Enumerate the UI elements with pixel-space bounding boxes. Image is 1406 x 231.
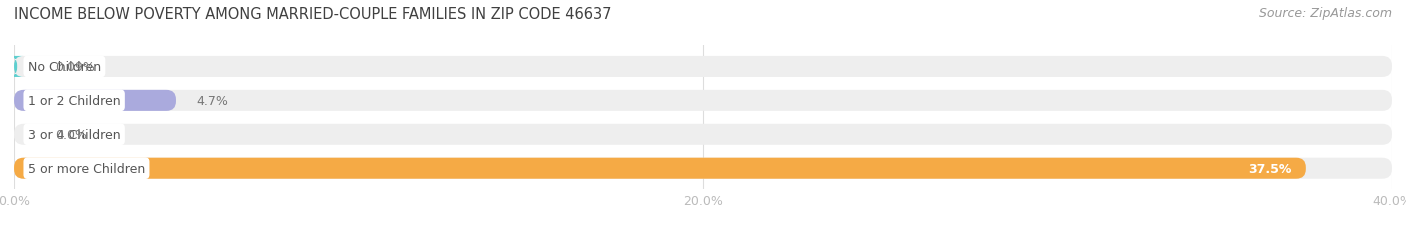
Text: No Children: No Children: [28, 61, 101, 74]
Text: 0.0%: 0.0%: [55, 128, 87, 141]
FancyBboxPatch shape: [7, 57, 24, 78]
Text: 0.09%: 0.09%: [55, 61, 96, 74]
FancyBboxPatch shape: [14, 57, 1392, 78]
FancyBboxPatch shape: [14, 124, 1392, 145]
FancyBboxPatch shape: [14, 158, 1306, 179]
Text: 4.7%: 4.7%: [197, 94, 229, 107]
Text: 1 or 2 Children: 1 or 2 Children: [28, 94, 121, 107]
FancyBboxPatch shape: [14, 158, 1392, 179]
Text: 37.5%: 37.5%: [1249, 162, 1292, 175]
Text: INCOME BELOW POVERTY AMONG MARRIED-COUPLE FAMILIES IN ZIP CODE 46637: INCOME BELOW POVERTY AMONG MARRIED-COUPL…: [14, 7, 612, 22]
Text: 3 or 4 Children: 3 or 4 Children: [28, 128, 121, 141]
FancyBboxPatch shape: [14, 91, 176, 111]
Text: Source: ZipAtlas.com: Source: ZipAtlas.com: [1258, 7, 1392, 20]
Text: 5 or more Children: 5 or more Children: [28, 162, 145, 175]
FancyBboxPatch shape: [14, 91, 1392, 111]
